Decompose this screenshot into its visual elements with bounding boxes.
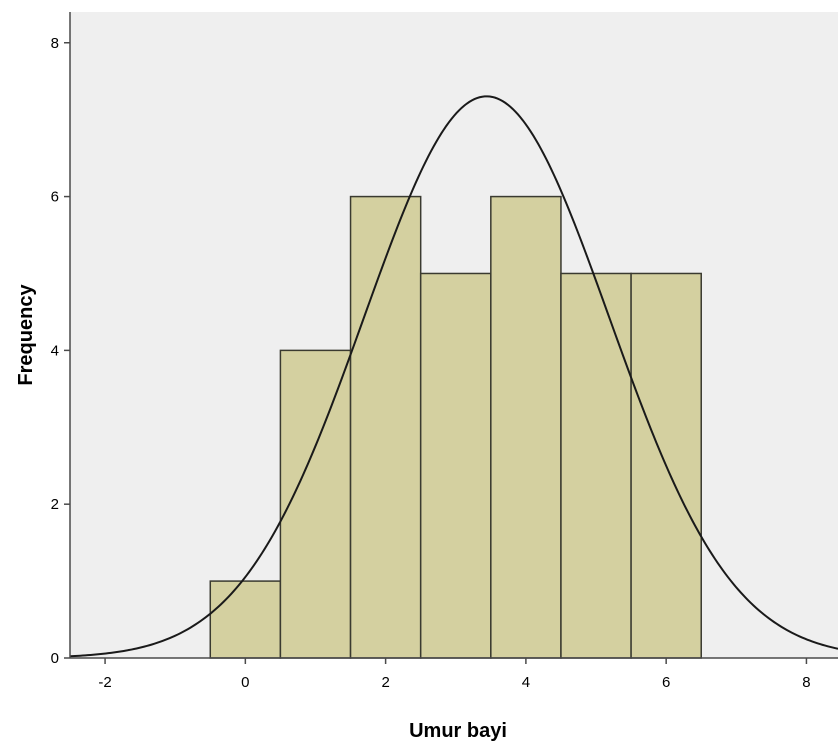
x-axis-title: Umur bayi — [409, 720, 507, 742]
y-tick-label: 6 — [51, 189, 59, 206]
histogram-bar — [209, 580, 282, 659]
y-axis-ticks: 0 2 4 6 8 — [51, 35, 70, 667]
histogram-bar — [490, 195, 562, 659]
x-tick-label: -2 — [98, 674, 111, 691]
x-tick-label: 4 — [522, 674, 530, 691]
x-tick-label: 6 — [662, 674, 670, 691]
normal-curve — [69, 95, 838, 658]
y-tick-label: 2 — [51, 496, 59, 513]
x-tick-label: 0 — [241, 674, 249, 691]
y-tick-label: 4 — [51, 342, 59, 359]
x-tick-label: 8 — [802, 674, 810, 691]
y-tick-label: 0 — [51, 650, 59, 667]
axes — [69, 12, 838, 659]
y-axis-title: Frequency — [15, 284, 37, 386]
y-tick-label: 8 — [51, 35, 59, 52]
histogram-bar — [279, 349, 352, 659]
x-tick-label: 2 — [381, 674, 389, 691]
x-axis-ticks: -2 0 2 4 6 8 — [98, 658, 811, 691]
histogram-bar — [419, 272, 492, 659]
histogram-bar — [349, 195, 422, 659]
histogram-bar — [560, 272, 632, 659]
